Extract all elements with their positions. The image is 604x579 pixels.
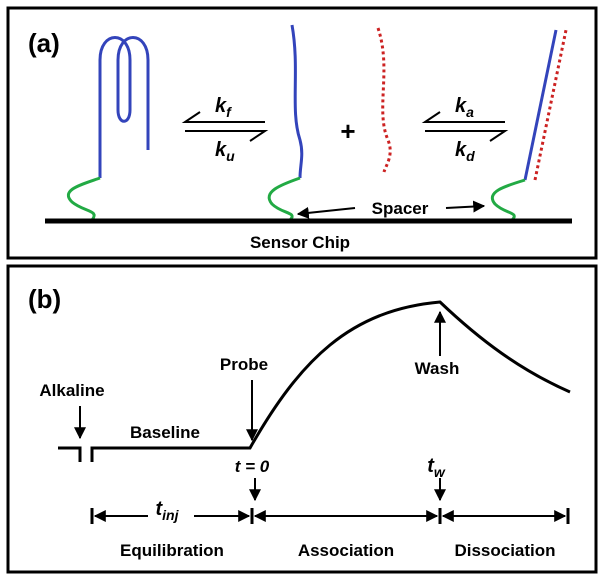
plus-sign: +: [340, 116, 355, 146]
wash-label: Wash: [415, 359, 460, 378]
time-subscript: inj: [162, 507, 179, 523]
phase-label: Equilibration: [120, 541, 224, 560]
rate-subscript: u: [226, 148, 235, 164]
spacer-strand: [269, 178, 300, 220]
panel-a-label: (a): [28, 28, 60, 58]
probe-strand: [378, 28, 390, 172]
spacer-strand: [492, 180, 525, 220]
panel-b-frame: [8, 266, 596, 572]
rate-subscript: f: [226, 104, 232, 120]
probe-label: Probe: [220, 355, 268, 374]
sensor-chip-label: Sensor Chip: [250, 233, 350, 252]
duplex-strand: [525, 30, 556, 180]
time-subscript: w: [434, 464, 446, 480]
hairpin-strand: [100, 38, 148, 179]
rate-subscript: a: [466, 104, 474, 120]
t0-label: t = 0: [235, 457, 270, 476]
spacer-arrow: [298, 208, 355, 214]
signal-curve: [58, 448, 80, 462]
panel-b-label: (b): [28, 284, 61, 314]
rate-kd: kd: [455, 139, 475, 164]
phase-label: Association: [298, 541, 394, 560]
phase-label: Dissociation: [454, 541, 555, 560]
rate-kf: kf: [215, 95, 232, 120]
figure: (a) kf ku + ka kd Spacer Sensor Chip (b)…: [0, 0, 604, 579]
unfolded-strand: [292, 25, 302, 178]
alkaline-label: Alkaline: [39, 381, 104, 400]
rate-ku: ku: [215, 139, 235, 164]
spacer-strand: [68, 178, 100, 220]
baseline-label: Baseline: [130, 423, 200, 442]
spacer-arrow: [446, 206, 484, 208]
spacer-label: Spacer: [372, 199, 429, 218]
rate-subscript: d: [466, 148, 475, 164]
rate-ka: ka: [455, 95, 474, 120]
tw-label: tw: [427, 455, 446, 480]
